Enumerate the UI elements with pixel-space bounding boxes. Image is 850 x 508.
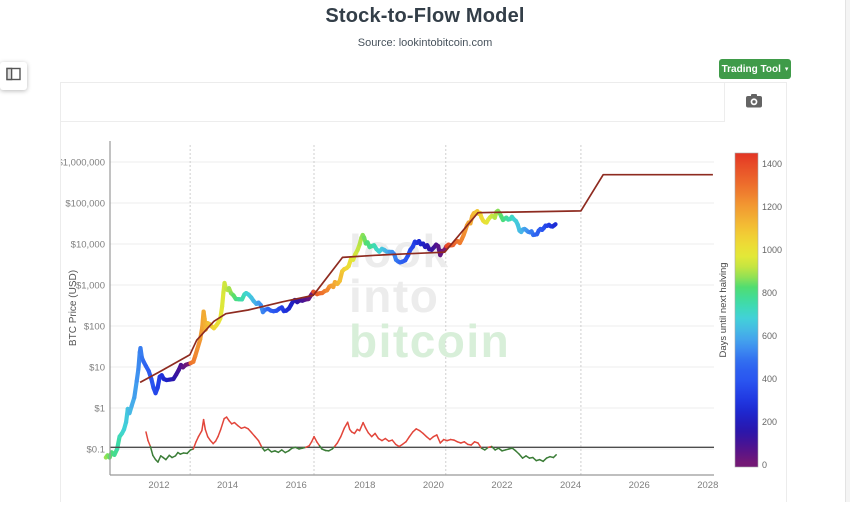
svg-text:1000: 1000 [762,245,782,255]
page-subtitle: Source: lookintobitcoin.com [0,37,850,49]
svg-text:600: 600 [762,331,777,341]
svg-text:BTC Price (USD): BTC Price (USD) [68,270,79,346]
svg-text:2012: 2012 [148,480,169,491]
svg-text:bitcoin: bitcoin [349,315,510,367]
svg-text:$1,000: $1,000 [76,281,105,292]
svg-text:2016: 2016 [286,480,307,491]
y-axis-title: BTC Price (USD) [68,270,79,346]
s2f-chart-svg[interactable]: lookintobitcoin$1,000,000$100,000$10,000… [61,83,788,503]
svg-text:0: 0 [762,460,767,470]
x-axis-tick-labels: 2012 2014 2016 2018 2020 2022 2024 2026 2028 [148,480,718,491]
svg-text:2018: 2018 [354,480,375,491]
trading-tool-button[interactable]: Trading Tool ▾ [719,59,791,79]
svg-text:$0.1: $0.1 [87,445,106,456]
page-scrollbar-strip[interactable] [845,0,850,502]
panel-left-icon [6,67,21,86]
svg-text:2022: 2022 [491,480,512,491]
svg-text:$10: $10 [89,363,105,374]
colorbar-label: Days until next halving [718,262,729,357]
svg-text:2024: 2024 [560,480,581,491]
svg-text:2028: 2028 [697,480,718,491]
svg-text:$100: $100 [84,322,105,333]
sidebar-toggle-button[interactable] [0,62,27,90]
page-title: Stock-to-Flow Model [0,5,850,28]
svg-text:2026: 2026 [629,480,650,491]
svg-text:2020: 2020 [423,480,444,491]
svg-text:$1: $1 [94,404,105,415]
svg-text:1400: 1400 [762,159,782,169]
svg-text:2014: 2014 [217,480,238,491]
svg-text:400: 400 [762,374,777,384]
svg-text:1200: 1200 [762,202,782,212]
svg-text:200: 200 [762,417,777,427]
svg-text:$10,000: $10,000 [71,240,105,251]
svg-text:$100,000: $100,000 [65,199,105,210]
chevron-down-icon: ▾ [785,66,789,73]
trading-tool-label: Trading Tool [722,64,781,75]
svg-text:800: 800 [762,288,777,298]
colorbar: 1400 1200 1000 800 600 400 200 0 Days until next… [718,153,782,470]
deflection-series [146,417,556,462]
svg-text:$1,000,000: $1,000,000 [61,158,105,169]
